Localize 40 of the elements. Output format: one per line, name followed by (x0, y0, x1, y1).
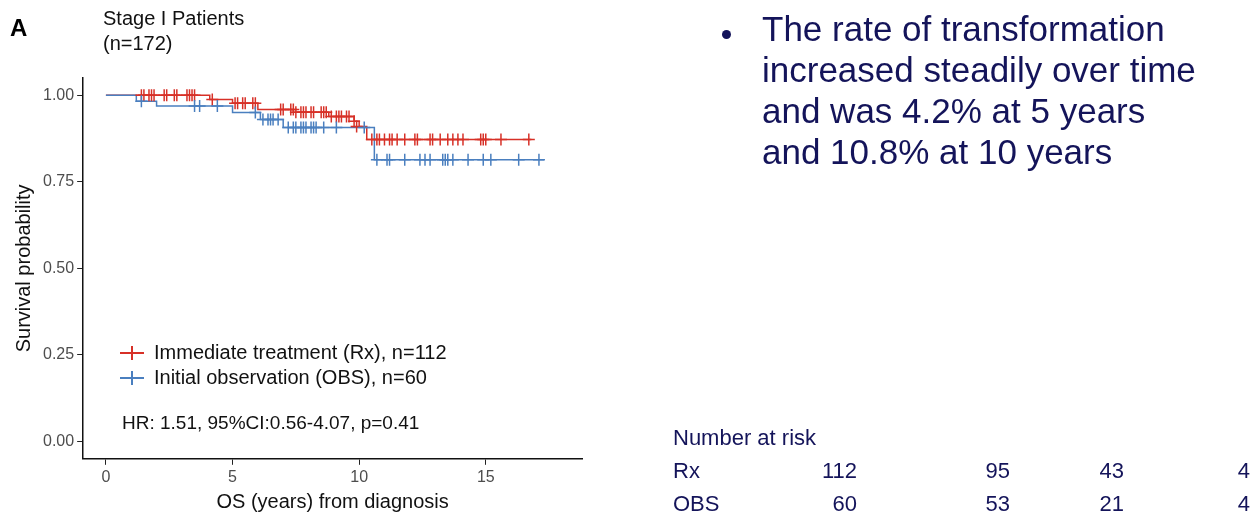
text: A (10, 14, 28, 42)
text: OBS (673, 491, 720, 517)
point (134, 94, 149, 108)
y-tick-label: 0.75 (43, 172, 75, 190)
y-tick-label: 0.25 (43, 345, 75, 363)
legend-label: Immediate treatment (Rx), n=112 (154, 340, 447, 365)
point (511, 152, 526, 167)
chart-subtitle: (n=172) (103, 31, 174, 56)
text: 21 (1099, 491, 1124, 517)
x-tick-label: 5 (228, 467, 238, 485)
point (329, 120, 344, 135)
text: 4 (1237, 458, 1250, 484)
y-tick-label: 0.00 (43, 431, 75, 449)
point (357, 120, 371, 135)
text: The rate of transformation increased steadily over time and was 4.2% at 5 years and 10.8% at 10 years (762, 8, 1197, 172)
point (316, 120, 331, 135)
point (370, 152, 384, 167)
legend-label: Initial observation (OBS), n=60 (154, 365, 427, 390)
text: Rx (673, 458, 700, 484)
y-tick-label: 0.50 (43, 258, 75, 276)
x-axis-title: OS (years) from diagnosis (216, 489, 449, 512)
y-tick-label: 1.00 (43, 85, 75, 103)
chart-title: Stage I Patients (103, 6, 245, 31)
text: 53 (985, 491, 1010, 517)
text: 95 (985, 458, 1010, 484)
text: Number at risk (673, 425, 817, 451)
x-tick-label: 15 (476, 467, 495, 485)
point (210, 99, 225, 113)
point (461, 152, 475, 167)
text: 4 (1237, 491, 1250, 517)
x-tick-label: 10 (350, 467, 369, 485)
text: 43 (1099, 458, 1124, 484)
point (397, 152, 412, 167)
text: 112 (821, 458, 857, 484)
x-tick-label: 0 (101, 467, 111, 485)
point (532, 152, 546, 167)
point (484, 152, 498, 167)
y-axis-title: Survival probability (11, 184, 34, 353)
text: 60 (832, 491, 857, 517)
annotation: HR: 1.51, 95%CI:0.56-4.07, p=0.41 (122, 412, 420, 434)
